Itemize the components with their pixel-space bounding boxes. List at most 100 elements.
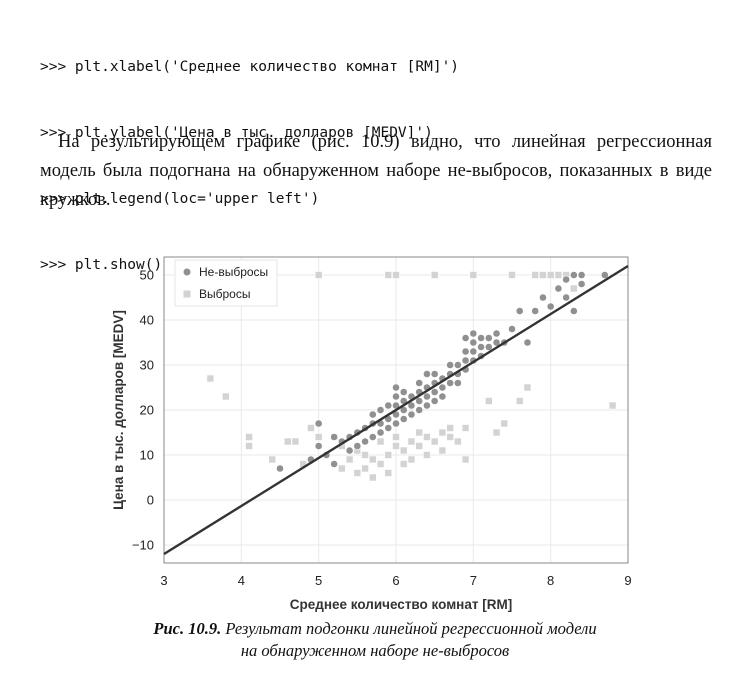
outlier-point — [384, 451, 393, 459]
outlier-point — [361, 464, 369, 473]
inlier-point — [314, 419, 323, 428]
inlier-point — [392, 392, 400, 401]
inlier-point — [438, 383, 447, 392]
outlier-point — [245, 442, 253, 450]
inlier-point — [438, 392, 447, 401]
outlier-point — [438, 428, 447, 437]
outlier-point — [283, 437, 292, 446]
inlier-point — [469, 329, 478, 338]
inlier-point — [577, 280, 586, 288]
outlier-point — [368, 455, 377, 464]
outlier-point — [461, 424, 470, 432]
outlier-point — [515, 397, 524, 405]
inlier-point — [461, 334, 470, 342]
inlier-point — [415, 379, 424, 387]
plot-frame — [163, 256, 629, 564]
caption-line-2: на обнаруженном наборе не-выбросов — [240, 641, 510, 660]
y-tick-label: 50 — [140, 268, 154, 283]
figure-caption: Рис. 10.9. Результат подгонки линейной р… — [0, 618, 750, 662]
outlier-point — [484, 397, 493, 405]
outlier-point — [554, 271, 563, 279]
inlier-point — [368, 433, 377, 441]
inlier-point — [546, 302, 555, 311]
inlier-point — [361, 437, 369, 446]
inlier-point — [399, 388, 408, 396]
inlier-point — [515, 307, 524, 315]
outlier-point — [546, 271, 555, 279]
legend-label-outliers: Выбросы — [199, 287, 250, 301]
outlier-point — [291, 437, 300, 446]
inlier-point — [392, 383, 400, 392]
inlier-point — [423, 370, 431, 378]
inlier-point — [469, 338, 478, 347]
inlier-point — [577, 271, 586, 279]
outlier-point — [392, 442, 400, 450]
x-tick-label: 5 — [315, 573, 322, 588]
inlier-point — [453, 361, 462, 369]
outlier-point — [368, 473, 377, 482]
y-tick-label: 10 — [140, 448, 154, 463]
inlier-point — [430, 370, 439, 378]
outlier-point — [508, 271, 516, 279]
outlier-point — [245, 433, 253, 441]
y-tick-label: −10 — [132, 538, 154, 553]
outlier-point — [384, 469, 393, 477]
outlier-point — [353, 469, 362, 477]
inlier-point — [477, 334, 485, 342]
inlier-point — [399, 415, 408, 423]
outlier-point — [407, 437, 416, 446]
y-tick-label: 0 — [147, 493, 154, 508]
outlier-point — [523, 383, 532, 392]
legend-label-inliers: Не-выбросы — [199, 265, 268, 279]
outlier-point — [407, 455, 416, 464]
inlier-point — [539, 293, 547, 302]
inlier-point — [392, 419, 400, 428]
inlier-point — [484, 343, 493, 351]
inlier-point — [415, 397, 424, 405]
inlier-point — [508, 325, 516, 333]
inlier-point — [415, 406, 424, 414]
inlier-point — [423, 392, 431, 401]
inlier-point — [423, 401, 431, 410]
outlier-point — [570, 284, 578, 293]
outlier-point — [361, 451, 369, 459]
body-paragraph: На результирующем графике (рис. 10.9) ви… — [40, 132, 712, 210]
outlier-point — [222, 392, 230, 401]
y-tick-label: 40 — [140, 313, 154, 328]
inlier-point — [446, 379, 455, 387]
code-block: >>> plt.xlabel('Среднее количество комна… — [40, 12, 720, 298]
inlier-point — [469, 347, 478, 356]
outlier-point — [206, 374, 215, 383]
fit-line — [163, 264, 629, 556]
scatter-chart: −10 0 10 20 30 40 50 3 4 5 6 7 8 9 Не-выбросы Выброс… — [111, 256, 632, 612]
inlier-point — [562, 275, 571, 284]
outlier-point — [430, 437, 439, 446]
inlier-point — [384, 401, 393, 410]
outlier-point — [384, 271, 393, 279]
inlier-point — [562, 293, 571, 302]
inlier-point — [430, 397, 439, 405]
code-line: >>> plt.show() — [40, 257, 163, 273]
inlier-point — [384, 424, 393, 432]
inlier-point — [330, 433, 339, 441]
inlier-point — [430, 388, 439, 396]
inlier-point — [492, 338, 501, 347]
code-line: >>> plt.xlabel('Среднее количество комна… — [40, 59, 460, 75]
outlier-point — [446, 433, 454, 441]
outlier-point — [314, 433, 323, 441]
outlier-point — [539, 271, 547, 279]
outlier-point — [438, 446, 447, 455]
inlier-point — [407, 410, 416, 419]
outlier-point — [430, 271, 439, 279]
inlier-point — [353, 442, 362, 450]
inlier-point — [554, 284, 563, 293]
legend-circle-marker — [183, 268, 191, 276]
x-tick-label: 6 — [392, 573, 399, 588]
inlier-point — [600, 271, 609, 279]
outlier-point — [415, 428, 424, 437]
x-ticks: 3 4 5 6 7 8 9 — [160, 573, 631, 588]
outlier-point — [268, 455, 277, 464]
inlier-point — [492, 329, 501, 338]
legend-box — [174, 259, 278, 307]
inlier-point — [461, 356, 470, 365]
